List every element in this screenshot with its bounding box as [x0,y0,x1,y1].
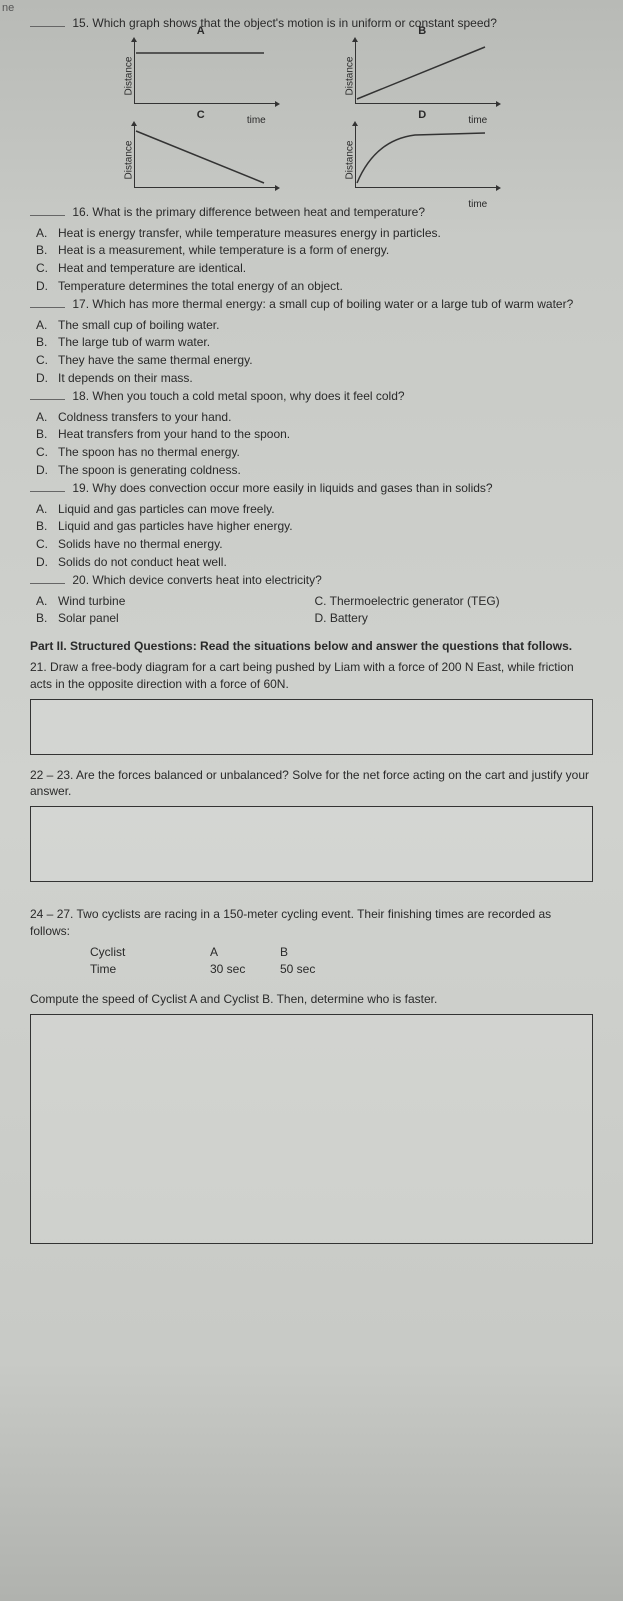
choice-b[interactable]: B.Solar panel [36,610,315,627]
choice-a[interactable]: A.Coldness transfers to your hand. [36,409,593,426]
choice-c[interactable]: C.The spoon has no thermal energy. [36,444,593,461]
answer-blank[interactable] [30,390,65,400]
graph-label: B [418,24,426,39]
choice-a[interactable]: A.Liquid and gas particles can move free… [36,501,593,518]
answer-box-21[interactable] [30,699,593,755]
choice-d[interactable]: D.Temperature determines the total energ… [36,278,593,295]
question-text: Compute the speed of Cyclist A and Cycli… [30,992,437,1006]
question-number: 15. [72,16,89,30]
choice-a[interactable]: A.Heat is energy transfer, while tempera… [36,225,593,242]
question-24-27: 24 – 27. Two cyclists are racing in a 15… [30,906,593,940]
question-18: 18. When you touch a cold metal spoon, w… [30,388,593,405]
question-number: 21. [30,660,47,674]
choices-17: A.The small cup of boiling water. B.The … [30,317,593,387]
choice-a[interactable]: A.The small cup of boiling water. [36,317,593,334]
choice-d[interactable]: D.It depends on their mass. [36,370,593,387]
choice-c[interactable]: C.Solids have no thermal energy. [36,536,593,553]
answer-box-24[interactable] [30,1014,593,1244]
question-number: 20. [72,573,89,587]
question-17: 17. Which has more thermal energy: a sma… [30,296,593,313]
choices-18: A.Coldness transfers to your hand. B.Hea… [30,409,593,479]
question-21: 21. Draw a free-body diagram for a cart … [30,659,593,693]
answer-blank[interactable] [30,206,65,216]
choice-a[interactable]: A.Wind turbine [36,593,315,610]
question-number: 19. [72,481,89,495]
question-20: 20. Which device converts heat into elec… [30,572,593,589]
graph-b: B Distance time [337,36,507,116]
choice-c[interactable]: C.Heat and temperature are identical. [36,260,593,277]
graph-a: A Distance time [116,36,286,116]
question-text: Which has more thermal energy: a small c… [92,297,573,311]
answer-blank[interactable] [30,17,65,27]
question-text: When you touch a cold metal spoon, why d… [92,389,404,403]
answer-blank[interactable] [30,574,65,584]
graph-label: C [197,108,205,123]
cyclist-table-row: Time 30 sec 50 sec [90,961,593,978]
question-text: Two cyclists are racing in a 150-meter c… [30,907,551,938]
question-number: 24 – 27. [30,907,73,921]
table-header-time: Time [90,961,210,978]
choice-b[interactable]: B.The large tub of warm water. [36,334,593,351]
question-22-23: 22 – 23. Are the forces balanced or unba… [30,767,593,801]
question-24-compute: Compute the speed of Cyclist A and Cycli… [30,991,593,1008]
cyclist-table-header: Cyclist A B [90,944,593,961]
choice-c[interactable]: C.They have the same thermal energy. [36,352,593,369]
graph-label: D [418,108,426,123]
question-text: What is the primary difference between h… [92,205,425,219]
choice-c[interactable]: C. Thermoelectric generator (TEG) [315,593,594,610]
answer-blank[interactable] [30,482,65,492]
graph-line-curve [355,125,495,185]
choice-b[interactable]: B.Heat transfers from your hand to the s… [36,426,593,443]
choices-19: A.Liquid and gas particles can move free… [30,501,593,571]
question-number: 18. [72,389,89,403]
table-cell-time-b: 50 sec [280,961,350,978]
graph-d: D Distance time [337,120,507,200]
graph-line-decline [134,125,274,185]
answer-blank[interactable] [30,298,65,308]
choice-d[interactable]: D. Battery [315,610,594,627]
graphs-row-1: A Distance time B Distance time [90,36,533,116]
choice-d[interactable]: D.Solids do not conduct heat well. [36,554,593,571]
graph-label: A [197,24,205,39]
question-15: 15. Which graph shows that the object's … [30,15,593,32]
table-header-cyclist: Cyclist [90,944,210,961]
worksheet-page: 15. Which graph shows that the object's … [0,0,623,1601]
choice-d[interactable]: D.The spoon is generating coldness. [36,462,593,479]
graphs-row-2: C Distance D Distance time [90,120,533,200]
graph-c: C Distance [116,120,286,200]
choice-b[interactable]: B.Heat is a measurement, while temperatu… [36,242,593,259]
question-text: Why does convection occur more easily in… [92,481,492,495]
question-16: 16. What is the primary difference betwe… [30,204,593,221]
table-header-a: A [210,944,280,961]
graph-line-linear [355,41,495,101]
question-text: Which graph shows that the object's moti… [92,16,497,30]
question-number: 22 – 23. [30,768,73,782]
choices-20: A.Wind turbine B.Solar panel C. Thermoel… [30,593,593,629]
choices-16: A.Heat is energy transfer, while tempera… [30,225,593,295]
question-text: Are the forces balanced or unbalanced? S… [30,768,589,799]
question-number: 16. [72,205,89,219]
x-axis-label: time [468,198,487,212]
table-header-b: B [280,944,350,961]
choice-b[interactable]: B.Liquid and gas particles have higher e… [36,518,593,535]
answer-box-22[interactable] [30,806,593,882]
question-19: 19. Why does convection occur more easil… [30,480,593,497]
question-text: Draw a free-body diagram for a cart bein… [30,660,574,691]
question-number: 17. [72,297,89,311]
graph-line-horizontal [134,41,274,101]
question-text: Which device converts heat into electric… [92,573,321,587]
part-2-header: Part II. Structured Questions: Read the … [30,638,593,655]
corner-label: ne [2,2,14,14]
table-cell-time-a: 30 sec [210,961,280,978]
